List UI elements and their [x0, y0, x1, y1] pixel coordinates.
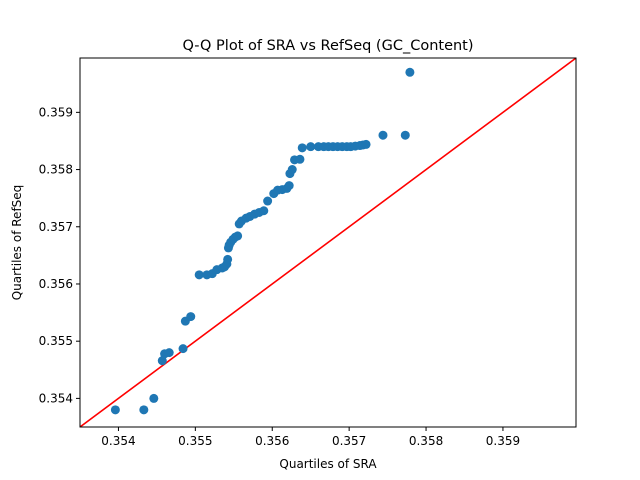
- y-tick-label: 0.359: [39, 105, 73, 119]
- data-point: [400, 130, 410, 140]
- data-point: [284, 181, 294, 191]
- data-point: [297, 143, 307, 153]
- x-tick-label: 0.357: [332, 434, 366, 448]
- data-point: [110, 405, 120, 415]
- data-point: [263, 196, 273, 206]
- data-point: [378, 130, 388, 140]
- chart-title: Q-Q Plot of SRA vs RefSeq (GC_Content): [182, 38, 473, 54]
- data-point: [287, 165, 297, 175]
- data-point: [259, 206, 269, 216]
- data-point: [186, 312, 196, 322]
- x-tick-label: 0.354: [101, 434, 135, 448]
- x-axis-label: Quartiles of SRA: [279, 457, 377, 471]
- data-point: [405, 67, 415, 77]
- data-point: [194, 270, 204, 280]
- data-point: [233, 231, 243, 241]
- data-point: [361, 139, 371, 149]
- x-tick-label: 0.355: [178, 434, 212, 448]
- data-point: [164, 348, 174, 358]
- y-tick-label: 0.358: [39, 163, 73, 177]
- x-axis: 0.354 0.355 0.356 0.357 0.358 0.359: [101, 427, 520, 448]
- plot-area: [80, 58, 576, 427]
- data-point: [157, 356, 167, 366]
- data-point: [223, 254, 233, 264]
- data-point: [306, 142, 316, 152]
- y-tick-label: 0.355: [39, 334, 73, 348]
- y-axis: 0.354 0.355 0.356 0.357 0.358 0.359: [39, 105, 80, 405]
- y-axis-label: Quartiles of RefSeq: [10, 185, 24, 301]
- data-point: [295, 154, 305, 164]
- data-point: [178, 344, 188, 354]
- data-points: [110, 67, 415, 415]
- reference-line: [80, 58, 576, 427]
- y-tick-label: 0.357: [39, 220, 73, 234]
- data-point: [139, 405, 149, 415]
- x-tick-label: 0.359: [486, 434, 520, 448]
- x-tick-label: 0.358: [409, 434, 443, 448]
- plot-frame: [79, 57, 577, 428]
- data-point: [149, 393, 159, 403]
- y-tick-label: 0.356: [39, 277, 73, 291]
- x-tick-label: 0.356: [255, 434, 289, 448]
- y-tick-label: 0.354: [39, 391, 73, 405]
